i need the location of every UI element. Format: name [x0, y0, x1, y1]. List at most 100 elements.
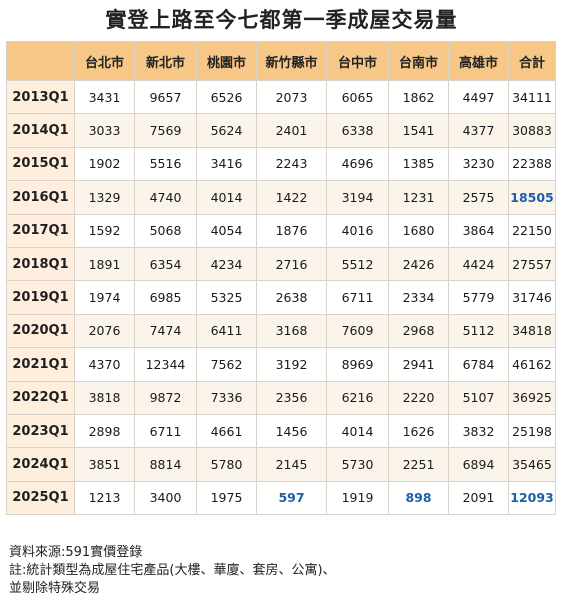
table-cell: 8969 — [326, 347, 389, 382]
row-header-quarter: 2021Q1 — [6, 347, 75, 382]
table-row: 2014Q1 3033 7569 5624 2401 6338 1541 4377 30883 — [6, 113, 556, 148]
table-cell: 22388 — [508, 146, 556, 182]
table-cell: 6338 — [326, 113, 389, 148]
row-header-quarter: 2025Q1 — [6, 480, 75, 516]
table-row: 2020Q1 2076 7474 6411 3168 7609 2968 5112 34818 — [6, 313, 556, 349]
column-header: 高雄市 — [448, 41, 509, 81]
row-header-quarter: 2019Q1 — [6, 280, 75, 315]
table-cell: 3416 — [196, 146, 257, 182]
row-header-quarter: 2013Q1 — [6, 79, 75, 115]
table-cell: 1385 — [388, 146, 449, 182]
table-cell: 2638 — [256, 280, 327, 315]
page-title: 實登上路至今七都第一季成屋交易量 — [105, 8, 458, 32]
table-cell-highlighted: 12093 — [508, 480, 556, 516]
table-cell: 5068 — [134, 213, 197, 248]
table-cell: 1541 — [388, 113, 449, 148]
table-cell: 4696 — [326, 146, 389, 182]
table-cell: 1919 — [326, 480, 389, 516]
table-cell: 34818 — [508, 313, 556, 349]
table-cell: 2251 — [388, 447, 449, 482]
table-cell: 5512 — [326, 246, 389, 282]
table-cell: 34111 — [508, 79, 556, 115]
table-cell: 6216 — [326, 380, 389, 415]
table-cell: 2716 — [256, 246, 327, 282]
table-cell: 3818 — [74, 380, 135, 415]
table-cell: 3400 — [134, 480, 197, 516]
table-cell: 7569 — [134, 113, 197, 148]
row-header-quarter: 2022Q1 — [6, 380, 75, 415]
table-cell: 7336 — [196, 380, 257, 415]
table-cell: 4370 — [74, 347, 135, 382]
column-header: 台北市 — [74, 41, 135, 81]
table-cell: 1891 — [74, 246, 135, 282]
row-header-quarter: 2024Q1 — [6, 447, 75, 482]
source-note: 資料來源:591實價登錄 — [9, 545, 143, 560]
table-cell: 4014 — [196, 180, 257, 215]
table-cell: 5730 — [326, 447, 389, 482]
note-line-2: 並剔除特殊交易 — [9, 581, 101, 596]
table-cell: 1876 — [256, 213, 327, 248]
table-row: 2017Q1 1592 5068 4054 1876 4016 1680 3864 22150 — [6, 213, 556, 248]
table-cell: 9657 — [134, 79, 197, 115]
table-row: 2013Q1 3431 9657 6526 2073 6065 1862 4497 34111 — [6, 79, 556, 115]
table-cell: 6711 — [134, 413, 197, 449]
header-corner-cell — [6, 41, 75, 81]
table-cell: 2401 — [256, 113, 327, 148]
row-header-quarter: 2018Q1 — [6, 246, 75, 282]
table-cell-highlighted: 597 — [256, 480, 327, 516]
table-cell: 35465 — [508, 447, 556, 482]
row-header-quarter: 2015Q1 — [6, 146, 75, 182]
table-cell: 1213 — [74, 480, 135, 516]
table-cell: 2091 — [448, 480, 509, 516]
table-cell: 7474 — [134, 313, 197, 349]
table-cell: 1329 — [74, 180, 135, 215]
footnotes: 資料來源:591實價登錄 註:統計類型為成屋住宅產品(大樓、華廈、套房、公寓)、… — [9, 544, 554, 598]
table-cell: 22150 — [508, 213, 556, 248]
table-cell: 3033 — [74, 113, 135, 148]
table-cell: 1680 — [388, 213, 449, 248]
table-cell: 5624 — [196, 113, 257, 148]
table-cell: 6985 — [134, 280, 197, 315]
table-cell-highlighted: 898 — [388, 480, 449, 516]
table-row: 2018Q1 1891 6354 4234 2716 5512 2426 4424 27557 — [6, 246, 556, 282]
row-header-quarter: 2020Q1 — [6, 313, 75, 349]
table-cell: 1422 — [256, 180, 327, 215]
table-cell: 5112 — [448, 313, 509, 349]
table-row: 2021Q1 4370 12344 7562 3192 8969 2941 6784 46162 — [6, 347, 556, 382]
table-cell: 30883 — [508, 113, 556, 148]
table-cell: 25198 — [508, 413, 556, 449]
table-cell: 3192 — [256, 347, 327, 382]
table-cell: 1974 — [74, 280, 135, 315]
column-header: 台中市 — [326, 41, 389, 81]
table-cell: 1862 — [388, 79, 449, 115]
table-cell: 1975 — [196, 480, 257, 516]
transaction-table: 台北市 新北市 桃園市 新竹縣市 台中市 台南市 高雄市 合計 2013Q1 3431 9657 6… — [6, 41, 556, 516]
table-cell: 5780 — [196, 447, 257, 482]
table-cell: 7609 — [326, 313, 389, 349]
table-header-row: 台北市 新北市 桃園市 新竹縣市 台中市 台南市 高雄市 合計 — [6, 41, 556, 81]
table-cell: 4424 — [448, 246, 509, 282]
table-row: 2023Q1 2898 6711 4661 1456 4014 1626 3832 25198 — [6, 413, 556, 449]
table-cell: 6065 — [326, 79, 389, 115]
table-cell: 36925 — [508, 380, 556, 415]
table-cell: 2575 — [448, 180, 509, 215]
row-header-quarter: 2023Q1 — [6, 413, 75, 449]
table-cell: 4054 — [196, 213, 257, 248]
row-header-quarter: 2017Q1 — [6, 213, 75, 248]
table-row: 2016Q1 1329 4740 4014 1422 3194 1231 2575 18505 — [6, 180, 556, 215]
table-cell: 4661 — [196, 413, 257, 449]
table-cell: 4740 — [134, 180, 197, 215]
table-cell: 4377 — [448, 113, 509, 148]
table-cell: 1902 — [74, 146, 135, 182]
table-cell: 3864 — [448, 213, 509, 248]
table-cell-highlighted: 18505 — [508, 180, 556, 215]
table-cell: 3832 — [448, 413, 509, 449]
table-cell: 12344 — [134, 347, 197, 382]
table-cell: 6784 — [448, 347, 509, 382]
table-cell: 2356 — [256, 380, 327, 415]
note-line-1: 註:統計類型為成屋住宅產品(大樓、華廈、套房、公寓)、 — [9, 563, 336, 578]
table-cell: 4016 — [326, 213, 389, 248]
table-cell: 5516 — [134, 146, 197, 182]
table-cell: 2145 — [256, 447, 327, 482]
table-cell: 2941 — [388, 347, 449, 382]
